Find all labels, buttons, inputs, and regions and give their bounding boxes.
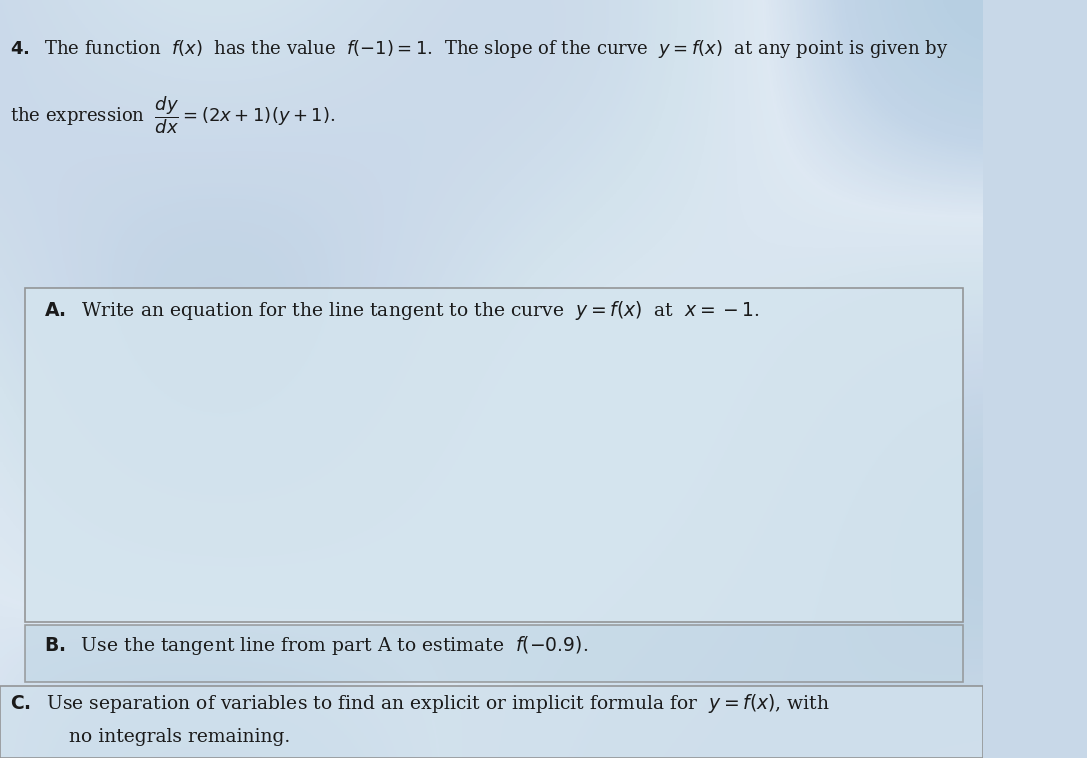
Text: $\mathbf{C.}$  Use separation of variables to find an explicit or implicit formu: $\mathbf{C.}$ Use separation of variable…	[10, 692, 829, 715]
FancyBboxPatch shape	[25, 288, 963, 622]
FancyBboxPatch shape	[0, 686, 983, 758]
Text: $\mathbf{A.}$  Write an equation for the line tangent to the curve  $y = f(x)$  : $\mathbf{A.}$ Write an equation for the …	[45, 299, 760, 322]
Text: $\mathbf{4.}$  The function  $f(x)$  has the value  $f(-1) = 1$.  The slope of t: $\mathbf{4.}$ The function $f(x)$ has th…	[10, 38, 948, 60]
Text: no integrals remaining.: no integrals remaining.	[68, 728, 290, 747]
FancyBboxPatch shape	[25, 625, 963, 682]
Text: the expression  $\dfrac{dy}{dx} = (2x+1)(y+1)$.: the expression $\dfrac{dy}{dx} = (2x+1)(…	[10, 95, 335, 136]
Text: $\mathbf{B.}$  Use the tangent line from part A to estimate  $f(-0.9)$.: $\mathbf{B.}$ Use the tangent line from …	[45, 634, 588, 657]
